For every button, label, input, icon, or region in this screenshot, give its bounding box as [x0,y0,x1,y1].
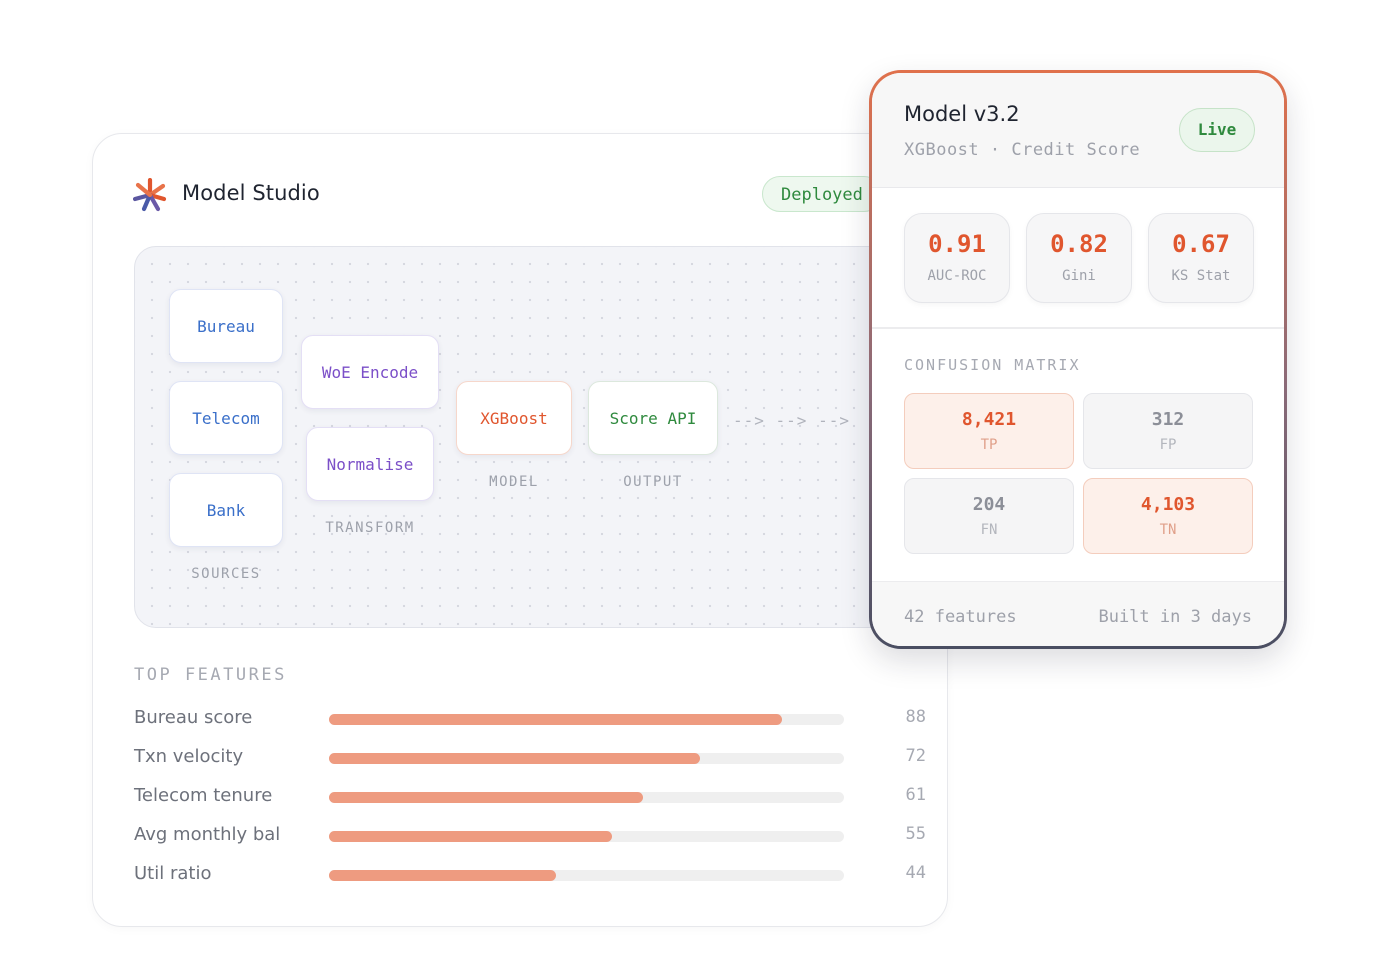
node-normalise[interactable]: Normalise [306,427,434,501]
metric-auc-roc: 0.91 AUC-ROC [904,213,1010,303]
feature-row: Txn velocity 72 [134,746,926,770]
feature-value: 88 [905,707,926,727]
cm-cell-fn: 204 FN [904,478,1074,554]
model-subtitle: XGBoost · Credit Score [904,140,1141,160]
feature-bar-track [329,753,844,764]
stage-label-transform: TRANSFORM [325,520,415,536]
feature-bar-track [329,870,844,881]
feature-bar-fill [329,870,556,881]
node-xgboost[interactable]: XGBoost [456,381,572,455]
cm-label: FN [980,522,998,538]
feature-bar-fill [329,714,783,725]
feature-name: Telecom tenure [134,785,273,806]
asterisk-logo-icon [133,178,167,212]
feature-bar-fill [329,792,644,803]
model-card-footer: 42 features Built in 3 days [872,581,1284,646]
deployed-status-badge: Deployed [762,176,882,212]
cm-value: 312 [1151,409,1185,430]
feature-name: Util ratio [134,863,212,884]
feature-value: 55 [905,824,926,844]
pipeline-canvas: Bureau Telecom Bank SOURCES WoE Encode N… [134,246,914,628]
studio-title: Model Studio [182,181,320,205]
build-time: Built in 3 days [1098,607,1252,627]
model-card-header: Model v3.2 XGBoost · Credit Score Live [872,73,1284,188]
cm-label: TP [980,437,998,453]
feature-row: Telecom tenure 61 [134,785,926,809]
feature-bar-fill [329,831,613,842]
feature-value: 72 [905,746,926,766]
model-studio-card: Model Studio Deployed Bureau Telecom Ban… [92,133,948,927]
feature-row: Util ratio 44 [134,863,926,887]
node-woe-encode[interactable]: WoE Encode [301,335,439,409]
cm-cell-tp: 8,421 TP [904,393,1074,469]
feature-name: Txn velocity [134,746,244,767]
cm-cell-fp: 312 FP [1083,393,1253,469]
model-card: Model v3.2 XGBoost · Credit Score Live 0… [869,70,1287,649]
metric-value: 0.67 [1172,230,1230,258]
divider [872,327,1284,329]
stage-label-output: OUTPUT [623,474,683,490]
cm-value: 204 [972,494,1006,515]
metric-ks-stat: 0.67 KS Stat [1148,213,1254,303]
node-bureau[interactable]: Bureau [169,289,283,363]
node-score-api[interactable]: Score API [588,381,718,455]
node-bank[interactable]: Bank [169,473,283,547]
feature-bar-track [329,714,844,725]
stage-label-model: MODEL [489,474,539,490]
cm-label: FP [1159,437,1177,453]
node-telecom[interactable]: Telecom [169,381,283,455]
cm-value: 8,421 [961,409,1017,430]
model-title: Model v3.2 [904,102,1020,126]
metric-label: Gini [1062,268,1096,284]
feature-bar-track [329,831,844,842]
feature-value: 44 [905,863,926,883]
metric-gini: 0.82 Gini [1026,213,1132,303]
feature-row: Bureau score 88 [134,707,926,731]
cm-label: TN [1159,522,1177,538]
cm-cell-tn: 4,103 TN [1083,478,1253,554]
metric-label: KS Stat [1171,268,1231,284]
feature-bar-track [329,792,844,803]
top-features-heading: TOP FEATURES [134,665,287,685]
metric-value: 0.82 [1050,230,1108,258]
feature-name: Bureau score [134,707,253,728]
live-status-badge: Live [1179,108,1255,152]
feature-value: 61 [905,785,926,805]
pipeline-arrows: --> --> --> [733,411,850,430]
feature-bar-fill [329,753,700,764]
metric-value: 0.91 [928,230,986,258]
feature-row: Avg monthly bal 55 [134,824,926,848]
cm-value: 4,103 [1140,494,1196,515]
metric-label: AUC-ROC [927,268,987,284]
stage-label-sources: SOURCES [191,566,261,582]
feature-name: Avg monthly bal [134,824,281,845]
feature-count: 42 features [904,607,1017,627]
confusion-matrix-heading: CONFUSION MATRIX [904,356,1081,374]
